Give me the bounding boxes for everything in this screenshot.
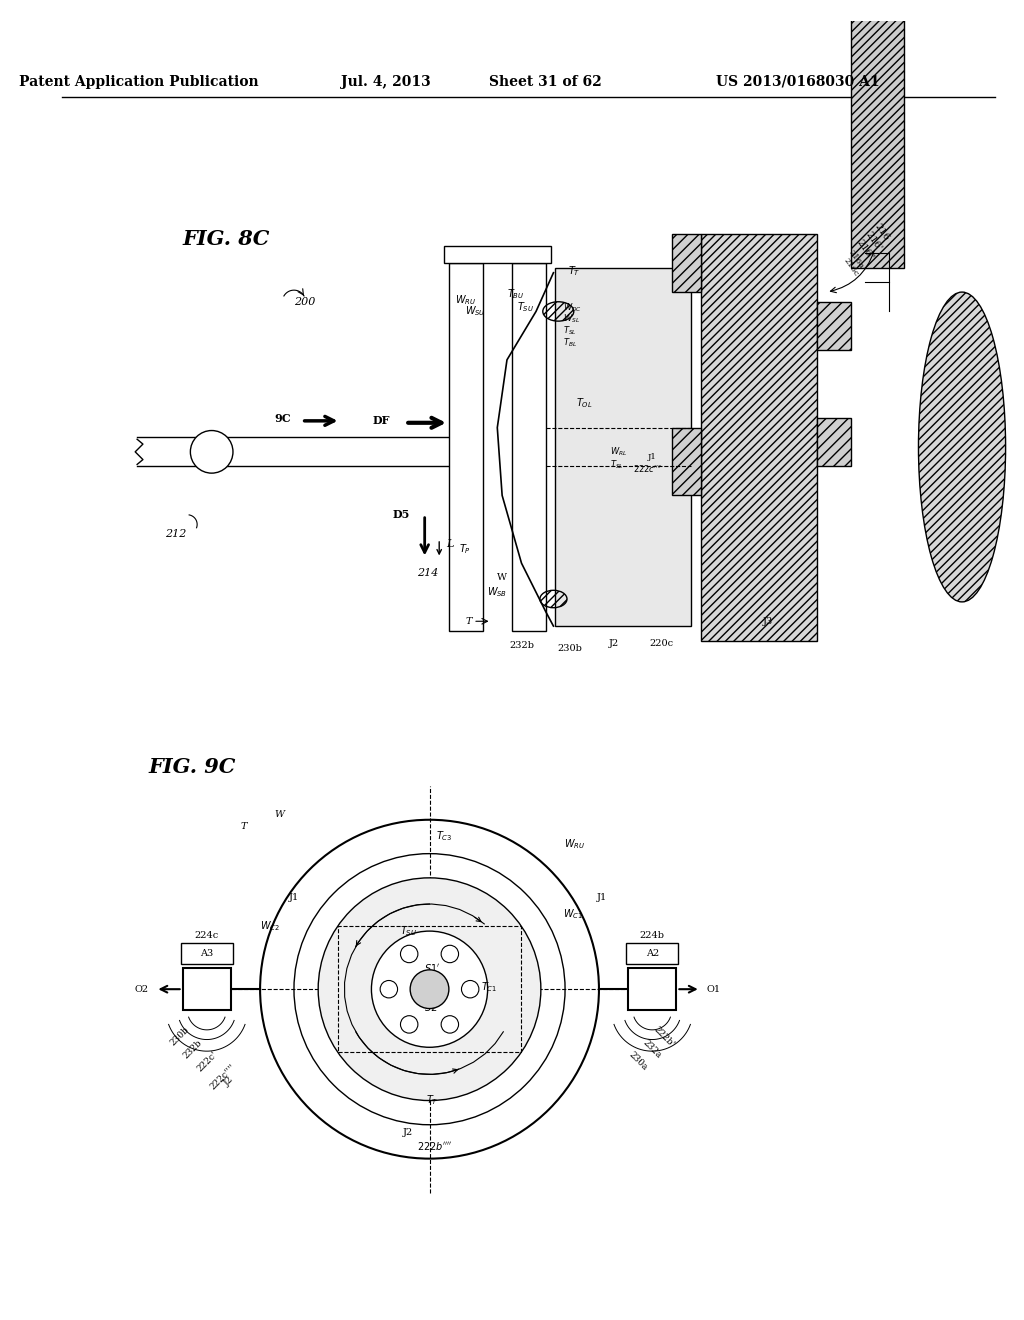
Text: 216': 216' bbox=[863, 231, 883, 253]
Bar bbox=[512, 263, 546, 631]
Text: 222c': 222c' bbox=[196, 1051, 219, 1074]
Text: Jul. 4, 2013: Jul. 4, 2013 bbox=[341, 75, 431, 88]
Text: $T_{C1}$: $T_{C1}$ bbox=[481, 981, 498, 994]
Circle shape bbox=[190, 430, 233, 473]
Bar bbox=[444, 246, 551, 263]
Bar bbox=[628, 968, 677, 1011]
Text: 212: 212 bbox=[165, 529, 186, 539]
Circle shape bbox=[441, 945, 459, 962]
Text: $T_{SU}$: $T_{SU}$ bbox=[399, 924, 417, 939]
Text: FIG. 8C: FIG. 8C bbox=[182, 228, 270, 249]
Text: $T_{SU}$: $T_{SU}$ bbox=[517, 300, 534, 314]
Text: O2: O2 bbox=[135, 985, 150, 994]
Text: 230b: 230b bbox=[557, 644, 583, 653]
Circle shape bbox=[441, 1015, 459, 1034]
Text: 216": 216" bbox=[855, 239, 876, 263]
Bar bbox=[182, 968, 231, 1011]
Text: $T_P$: $T_P$ bbox=[459, 541, 471, 556]
Text: 216: 216 bbox=[872, 222, 891, 243]
Bar bbox=[817, 302, 851, 350]
Circle shape bbox=[462, 981, 479, 998]
Text: $W_{RU}$: $W_{RU}$ bbox=[455, 293, 476, 306]
Text: 232b: 232b bbox=[181, 1038, 204, 1060]
Bar bbox=[851, 0, 904, 268]
Text: J1: J1 bbox=[289, 892, 299, 902]
Text: D5: D5 bbox=[393, 510, 411, 520]
Text: $T_{BL}$: $T_{BL}$ bbox=[563, 337, 578, 348]
Text: 224c: 224c bbox=[195, 932, 219, 940]
Text: 9C: 9C bbox=[274, 413, 291, 425]
Text: $T_T$: $T_T$ bbox=[568, 264, 581, 277]
Text: $T_{BU}$: $T_{BU}$ bbox=[507, 288, 524, 301]
Text: 222b': 222b' bbox=[652, 1026, 677, 1049]
Circle shape bbox=[318, 878, 541, 1101]
Text: 224b: 224b bbox=[640, 932, 665, 940]
Circle shape bbox=[400, 945, 418, 962]
Bar bbox=[817, 418, 851, 466]
Text: A2: A2 bbox=[645, 949, 658, 958]
Text: $S2'$: $S2'$ bbox=[424, 1001, 440, 1012]
Text: $T_{C3}$: $T_{C3}$ bbox=[436, 829, 453, 843]
Text: 222c'''': 222c'''' bbox=[209, 1063, 238, 1092]
Text: $T_T$: $T_T$ bbox=[426, 1094, 438, 1107]
Text: 216a: 216a bbox=[847, 248, 865, 271]
Text: L: L bbox=[446, 539, 454, 549]
Text: J2: J2 bbox=[222, 1076, 236, 1089]
Text: J2: J2 bbox=[608, 639, 618, 648]
Bar bbox=[672, 428, 700, 495]
Text: 232a: 232a bbox=[641, 1038, 663, 1060]
Text: $S1'$: $S1'$ bbox=[424, 962, 440, 974]
Text: 200: 200 bbox=[294, 297, 315, 306]
Text: A3: A3 bbox=[201, 949, 213, 958]
Text: $T_{SL}$: $T_{SL}$ bbox=[609, 458, 624, 471]
Circle shape bbox=[380, 981, 397, 998]
Text: DF: DF bbox=[373, 416, 390, 426]
Text: J3: J3 bbox=[763, 616, 773, 626]
Text: $W_{SU}$: $W_{SU}$ bbox=[465, 305, 485, 318]
FancyBboxPatch shape bbox=[180, 942, 233, 964]
Text: $W_{RU}$: $W_{RU}$ bbox=[564, 837, 586, 851]
Text: $222c''''$: $222c''''$ bbox=[633, 463, 663, 474]
Text: Patent Application Publication: Patent Application Publication bbox=[19, 75, 259, 88]
Bar bbox=[338, 927, 521, 1052]
Text: J1: J1 bbox=[597, 892, 607, 902]
Ellipse shape bbox=[919, 292, 1006, 602]
Text: $T_{SL}$: $T_{SL}$ bbox=[563, 325, 577, 337]
Bar bbox=[700, 234, 817, 640]
Text: W: W bbox=[497, 573, 507, 582]
Text: $W_{SB}$: $W_{SB}$ bbox=[486, 585, 507, 599]
Circle shape bbox=[400, 1015, 418, 1034]
Text: $W_{C2}$: $W_{C2}$ bbox=[260, 919, 280, 933]
Text: 230b: 230b bbox=[168, 1026, 190, 1048]
Circle shape bbox=[372, 931, 487, 1047]
Text: $222b''''$: $222b''''$ bbox=[417, 1140, 452, 1152]
Text: Sheet 31 of 62: Sheet 31 of 62 bbox=[489, 75, 602, 88]
Text: O1: O1 bbox=[707, 985, 720, 994]
Text: J1: J1 bbox=[648, 453, 656, 461]
Bar bbox=[449, 263, 482, 631]
Text: T: T bbox=[466, 616, 472, 626]
Text: 220c: 220c bbox=[650, 639, 674, 648]
Text: $W_{C1}$: $W_{C1}$ bbox=[563, 907, 583, 920]
Text: $T_{OL}$: $T_{OL}$ bbox=[577, 396, 593, 411]
Text: $W_{DC}$: $W_{DC}$ bbox=[563, 301, 582, 314]
FancyBboxPatch shape bbox=[626, 942, 678, 964]
Text: T: T bbox=[241, 822, 247, 832]
Bar bbox=[555, 268, 691, 626]
Circle shape bbox=[411, 970, 449, 1008]
Text: FIG. 9C: FIG. 9C bbox=[148, 756, 236, 776]
Text: 216c: 216c bbox=[842, 256, 860, 277]
Text: 230a: 230a bbox=[627, 1051, 649, 1072]
Text: J2: J2 bbox=[403, 1129, 414, 1137]
Text: 232b: 232b bbox=[509, 642, 534, 649]
Text: W: W bbox=[274, 810, 285, 820]
Text: $W_{SL}$: $W_{SL}$ bbox=[563, 313, 580, 326]
Text: $W_{RL}$: $W_{RL}$ bbox=[609, 446, 627, 458]
Text: US 2013/0168030 A1: US 2013/0168030 A1 bbox=[716, 75, 880, 88]
Bar bbox=[672, 234, 700, 292]
Text: 214: 214 bbox=[417, 568, 438, 578]
